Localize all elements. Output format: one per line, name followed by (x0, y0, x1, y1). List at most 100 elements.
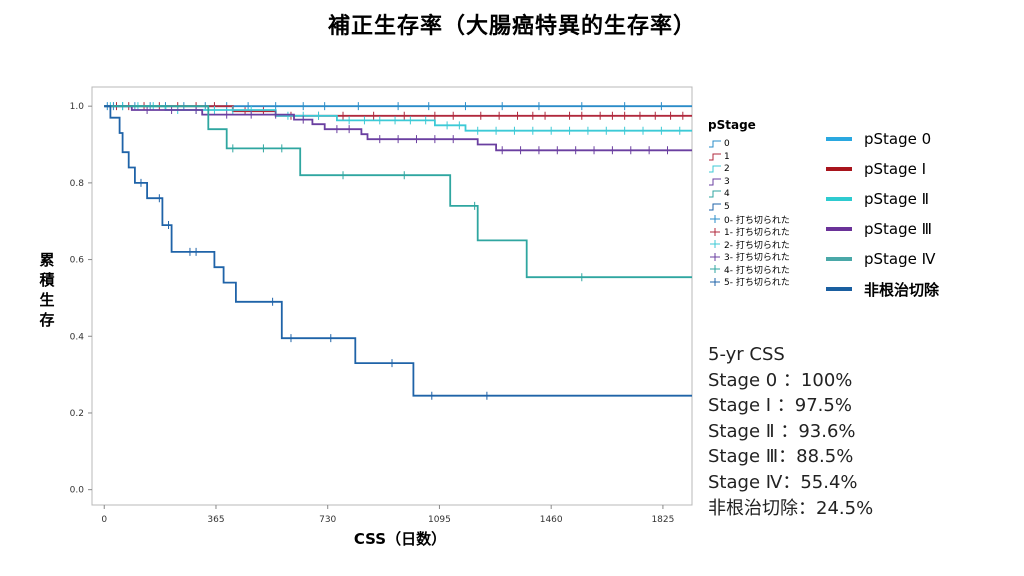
censor-mark-stage-3 (376, 135, 383, 144)
censor-mark-stage-2 (640, 126, 647, 135)
censor-mark-stage-3 (168, 106, 175, 115)
summary-row: Stage Ⅰ ：97.5% (708, 395, 852, 417)
x-tick-label: 0 (101, 515, 107, 525)
censor-mark-stage-1 (340, 111, 347, 120)
legend-censored-label: 1- 打ち切られた (724, 228, 790, 239)
censor-mark-stage-2 (392, 116, 399, 125)
censor-mark-stage-0 (658, 102, 665, 111)
censor-mark-stage-1 (609, 111, 616, 120)
x-tick-label: 365 (207, 515, 224, 525)
censor-mark-stage-2 (511, 126, 518, 135)
stage-legend-item: pStage Ⅲ (826, 214, 1016, 244)
censor-mark-stage-3 (450, 135, 457, 144)
legend-censored-label: 4- 打ち切られた (724, 265, 790, 276)
km-curve-stage-4 (104, 105, 692, 279)
summary-row: Stage Ⅳ：55.4% (708, 471, 858, 493)
censor-mark-stage-3 (413, 135, 420, 144)
stage-legend-item: pStage 0 (826, 124, 1016, 154)
legend-line-entry: 1 (708, 151, 808, 164)
x-tick-label: 1095 (428, 515, 451, 525)
legend-line-label: 1 (724, 151, 730, 162)
censor-mark-stage-1 (401, 111, 408, 120)
censor-mark-stage-2 (658, 126, 665, 135)
legend-censored-label: 0- 打ち切られた (724, 215, 790, 226)
summary-heading: 5-yr CSS (708, 344, 785, 365)
censor-mark-stage-5 (269, 297, 276, 306)
x-axis-label: CSS（日数） (353, 530, 447, 548)
summary-row: Stage 0 ：100% (708, 369, 853, 391)
stage-legend-label: pStage 0 (864, 130, 932, 148)
censor-mark-stage-3 (333, 125, 340, 134)
censor-mark-stage-2 (529, 126, 536, 135)
censor-mark-stage-2 (474, 126, 481, 135)
censor-mark-stage-3 (272, 110, 279, 119)
censor-mark-stage-3 (346, 125, 353, 134)
plus-icon (710, 215, 720, 224)
stage-legend-item: pStage Ⅱ (826, 184, 1016, 214)
legend-censored-label: 5- 打ち切られた (724, 278, 790, 289)
censor-mark-stage-3 (300, 115, 307, 124)
legend-line-label: 3 (724, 176, 730, 187)
stage-legend: pStage 0 pStage Ⅰ pStage Ⅱ pStage Ⅲ pStage Ⅳ… (826, 124, 1016, 304)
censor-mark-stage-5 (137, 178, 144, 187)
legend-censored-entry: 0- 打ち切られた (708, 213, 808, 226)
censor-mark-stage-1 (529, 111, 536, 120)
plot-frame (91, 86, 693, 506)
legend-censored-entry: 5- 打ち切られた (708, 276, 808, 289)
legend-censored-entries: 0- 打ち切られた 1- 打ち切られた 2- 打ち切られた 3- 打ち切られた 4- 打… (708, 213, 808, 288)
censor-mark-stage-2 (229, 106, 236, 115)
censor-mark-stage-1 (496, 111, 503, 120)
censor-mark-stage-2 (284, 111, 291, 120)
legend-censored-entry: 4- 打ち切られた (708, 263, 808, 276)
censor-mark-stage-3 (431, 135, 438, 144)
censor-mark-stage-0 (300, 102, 307, 111)
censor-mark-stage-2 (493, 126, 500, 135)
censor-mark-stage-1 (566, 111, 573, 120)
censor-mark-stage-0 (355, 102, 362, 111)
censor-mark-stage-2 (315, 111, 322, 120)
censor-mark-stage-5 (327, 334, 334, 343)
censor-mark-stage-1 (450, 111, 457, 120)
censor-mark-stage-3 (554, 146, 561, 155)
censor-mark-stage-3 (664, 146, 671, 155)
censor-mark-stage-5 (389, 359, 395, 368)
y-tick-label: 0.0 (70, 486, 85, 496)
step-line-icon (709, 165, 721, 173)
censor-mark-stage-1 (597, 111, 604, 120)
y-axis-label: 累積生存 (39, 251, 55, 329)
censor-mark-stage-1 (652, 111, 659, 120)
censor-mark-stage-0 (499, 102, 506, 111)
legend-censored-label: 2- 打ち切られた (724, 240, 790, 251)
censor-mark-stage-3 (535, 146, 542, 155)
censor-mark-stage-4 (340, 171, 347, 180)
censor-mark-stage-5 (186, 247, 193, 256)
censor-mark-stage-2 (376, 116, 383, 125)
x-tick-label: 1460 (540, 515, 563, 525)
chart-title: 補正生存率（大腸癌特異的生存率） (327, 14, 696, 39)
censor-mark-stage-3 (591, 146, 598, 155)
censor-mark-stage-0 (425, 102, 432, 111)
km-curve-stage-3 (104, 105, 692, 152)
censor-mark-stage-2 (566, 126, 573, 135)
censor-mark-stage-3 (572, 146, 579, 155)
censor-mark-stage-0 (272, 102, 279, 111)
plus-icon (710, 240, 720, 249)
censor-mark-stage-2 (548, 126, 555, 135)
summary-row: Stage Ⅲ：88.5% (708, 446, 854, 468)
censor-mark-stage-1 (636, 111, 643, 120)
censor-mark-stage-1 (578, 111, 585, 120)
censor-mark-stage-1 (370, 111, 377, 120)
step-line-icon (709, 153, 721, 161)
censor-mark-stage-3 (627, 146, 634, 155)
censor-mark-stage-3 (395, 135, 402, 144)
censor-mark-stage-0 (621, 102, 628, 111)
censor-mark-stage-2 (407, 116, 414, 125)
five-year-css-summary: 5-yr CSS Stage 0 ：100% Stage Ⅰ ：97.5% Stag… (708, 342, 1008, 521)
censor-mark-stage-4 (578, 273, 585, 282)
censor-mark-stage-3 (517, 146, 524, 155)
censor-mark-stage-0 (321, 102, 328, 111)
censor-mark-stage-4 (229, 144, 236, 153)
censor-mark-stage-4 (260, 144, 267, 153)
legend-line-entry: 4 (708, 188, 808, 201)
